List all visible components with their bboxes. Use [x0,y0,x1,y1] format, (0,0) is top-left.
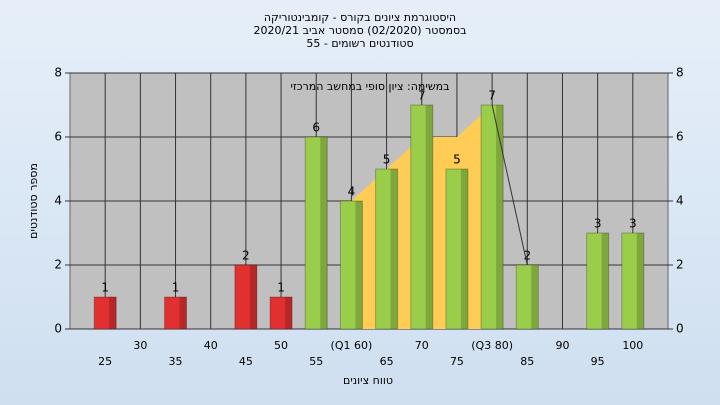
bar-shade [109,297,117,329]
bar-shade [460,169,468,329]
data-label: 5 [383,153,391,167]
x-tick-label: 70 [415,339,429,352]
bar-shade [285,297,293,329]
bar-shade [425,105,433,329]
data-label: 7 [488,89,496,103]
chart-subtitle: בסמסטר (02/2020) סמסטר אביב 2020/21 [253,24,466,37]
bar [375,168,399,330]
bar [93,296,117,330]
chart-subtitle: 55 - סטודנטים רשומים [306,37,413,50]
x-tick-label: 35 [169,355,183,368]
bar [339,200,363,330]
annotation: במשימה: ציון סופי במחשב המרכזי [290,80,449,93]
x-tick-label: 25 [98,355,112,368]
y-tick-label: 8 [54,66,62,80]
y2-tick-label: 0 [676,322,684,336]
bar-shade [636,233,644,329]
data-label: 2 [523,249,531,263]
bar [586,232,610,330]
x-tick-label: (Q3 80) [471,339,513,352]
y-tick-label: 0 [54,322,62,336]
x-tick-label: 30 [133,339,147,352]
x-tick-label: 65 [380,355,394,368]
bar-shade [355,201,363,329]
data-label: 2 [242,249,250,263]
x-tick-label: 45 [239,355,253,368]
x-tick-label: 85 [520,355,534,368]
data-label: 3 [594,217,602,231]
data-label: 6 [312,121,320,135]
x-tick-label: (Q1 60) [331,339,373,352]
data-label: 4 [348,185,356,199]
bar [621,232,645,330]
trend-line [491,104,528,266]
y2-tick-label: 2 [676,258,684,272]
bar-shade [601,233,609,329]
data-label: 7 [418,89,426,103]
bar-shade [320,137,328,329]
bar-shade [531,265,539,329]
chart-title: היסטוגרמת ציונים בקורס - קומבינטוריקה [264,11,456,24]
bar [269,296,293,330]
y2-tick-label: 6 [676,130,684,144]
bar-shade [249,265,257,329]
bar-shade [496,105,504,329]
y-tick-label: 4 [54,194,62,208]
bar [164,296,188,330]
bar [234,264,258,330]
y-tick-label: 6 [54,130,62,144]
bar-shade [179,297,187,329]
x-axis-label: טווח ציונים [343,374,393,387]
data-label: 3 [629,217,637,231]
x-tick-label: 95 [591,355,605,368]
x-tick-label: 50 [274,339,288,352]
data-label: 5 [453,153,461,167]
y2-tick-label: 4 [676,194,684,208]
data-label: 1 [172,281,180,295]
y2-tick-label: 8 [676,66,684,80]
x-tick-label: 40 [204,339,218,352]
x-tick-label: 75 [450,355,464,368]
bar-shade [390,169,398,329]
bar [304,136,328,330]
bar [410,104,434,330]
bar [445,168,469,330]
x-tick-label: 90 [555,339,569,352]
y-axis-label: מספר סטודנטים [27,163,40,239]
data-label: 1 [101,281,109,295]
x-tick-label: 55 [309,355,323,368]
y-tick-label: 2 [54,258,62,272]
data-label: 1 [277,281,285,295]
x-tick-label: 100 [622,339,643,352]
